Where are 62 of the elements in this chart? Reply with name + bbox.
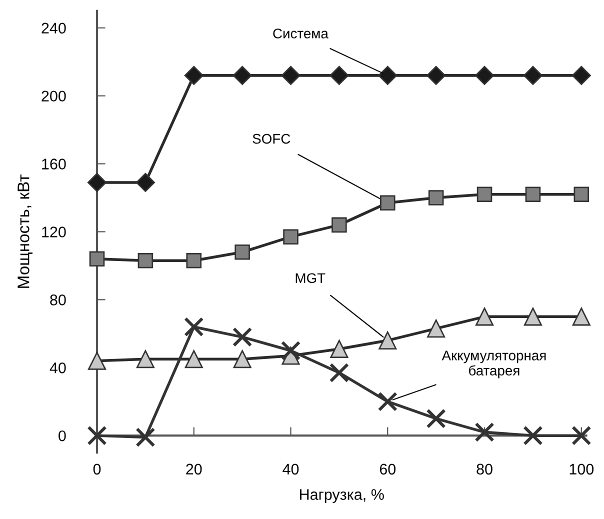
point	[523, 426, 543, 446]
point	[378, 392, 398, 412]
point	[426, 408, 446, 428]
point	[280, 340, 301, 361]
y-tick-label: 200	[42, 90, 66, 102]
point	[184, 317, 204, 337]
point	[281, 66, 300, 85]
point	[332, 217, 347, 233]
x-tick-label: 80	[476, 464, 492, 475]
point	[475, 308, 494, 326]
point	[572, 308, 590, 326]
point	[87, 426, 107, 446]
point	[380, 195, 396, 210]
x-tick-label: 20	[186, 464, 202, 475]
text: SOFC	[252, 134, 290, 144]
point	[523, 66, 542, 85]
point	[574, 186, 590, 202]
point	[232, 327, 252, 347]
point	[88, 352, 106, 370]
point	[184, 66, 204, 85]
y-tick-label: 0	[58, 430, 66, 442]
text: MGT	[296, 273, 326, 284]
x-tick-label: 40	[282, 464, 299, 475]
text: Аккумуляторная батарея	[442, 350, 546, 378]
point	[474, 422, 494, 442]
point	[330, 66, 349, 85]
point	[138, 252, 154, 268]
x-axis-title: Нагрузка, %	[300, 489, 384, 503]
point	[476, 186, 492, 202]
point	[136, 172, 155, 192]
y-tick-label: 160	[42, 158, 66, 170]
point	[525, 186, 541, 202]
y-tick-label: 40	[50, 362, 66, 374]
point	[524, 308, 542, 326]
point	[378, 331, 397, 350]
point	[378, 66, 398, 85]
point	[136, 427, 156, 448]
point	[232, 66, 252, 85]
point	[329, 362, 350, 383]
point	[89, 251, 105, 267]
x-tick-label: 60	[380, 464, 396, 475]
text: Система	[273, 28, 328, 38]
point	[572, 426, 592, 446]
x-tick-label: 0	[93, 464, 101, 475]
point	[428, 190, 444, 206]
point	[427, 320, 446, 338]
point	[87, 172, 107, 192]
y-axis-title: Мощность, кВт	[18, 174, 32, 288]
point	[186, 252, 202, 268]
point	[426, 66, 446, 85]
point	[234, 244, 250, 260]
point	[136, 350, 154, 368]
point	[330, 340, 348, 358]
point	[283, 229, 298, 244]
y-tick-label: 120	[42, 226, 66, 238]
point	[184, 350, 203, 368]
x-tick-label: 100	[570, 464, 594, 475]
point	[474, 66, 494, 85]
point	[572, 66, 591, 85]
y-tick-label: 80	[50, 294, 66, 306]
point	[233, 350, 252, 368]
y-tick-label: 240	[42, 22, 66, 34]
